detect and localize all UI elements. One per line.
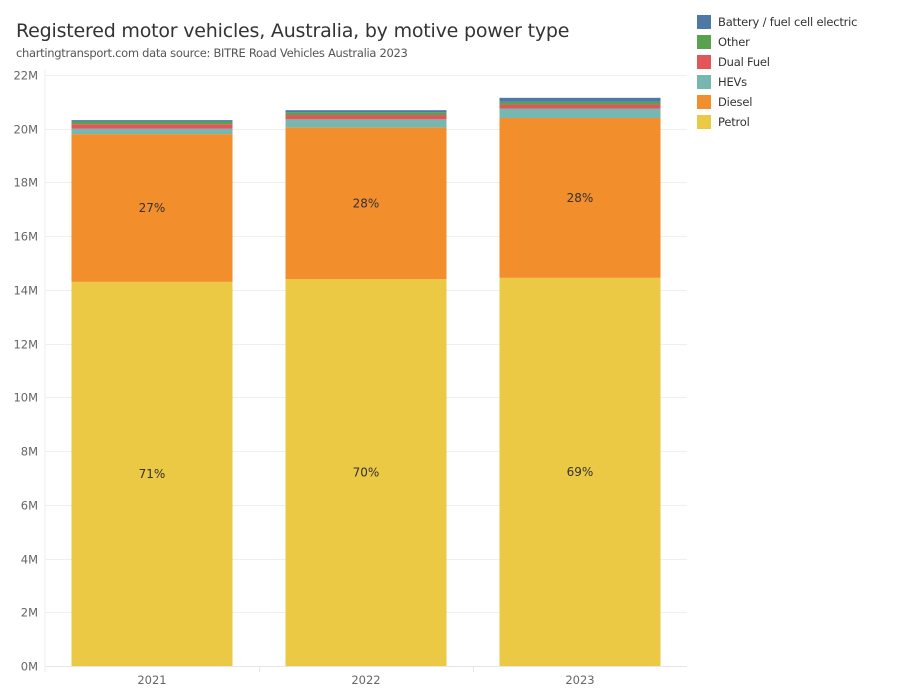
data-label: 28% xyxy=(353,196,380,210)
legend-item[interactable]: Dual Fuel xyxy=(697,52,857,72)
bar-segment-petrol[interactable] xyxy=(285,279,447,666)
y-tick-label: 10M xyxy=(13,391,38,405)
bar-segment-dual-fuel[interactable] xyxy=(71,124,233,129)
y-tick-label: 16M xyxy=(13,230,38,244)
data-label: 28% xyxy=(567,191,594,205)
legend-label: Petrol xyxy=(718,115,750,129)
bar-segment-other[interactable] xyxy=(499,101,661,105)
chart-title: Registered motor vehicles, Australia, by… xyxy=(16,20,570,42)
legend-item[interactable]: Battery / fuel cell electric xyxy=(697,12,857,32)
legend-swatch xyxy=(697,95,711,109)
y-tick-label: 12M xyxy=(13,338,38,352)
legend-item[interactable]: HEVs xyxy=(697,72,857,92)
legend-label: Dual Fuel xyxy=(718,55,770,69)
y-tick-label: 18M xyxy=(13,176,38,190)
bar-segment-other[interactable] xyxy=(71,121,233,125)
bars: 71% 27% 70% 28% 69% 28% xyxy=(71,97,661,666)
legend-item[interactable]: Petrol xyxy=(697,112,857,132)
bar-segment-diesel[interactable] xyxy=(71,134,233,282)
bar-segment-battery-fuel-cell-electric[interactable] xyxy=(285,110,447,113)
legend-label: Battery / fuel cell electric xyxy=(718,15,858,29)
data-label: 71% xyxy=(139,467,166,481)
data-label: 27% xyxy=(139,201,166,215)
y-tick-label: 14M xyxy=(13,284,38,298)
legend-swatch xyxy=(697,75,711,89)
bar-segment-diesel[interactable] xyxy=(285,127,447,280)
legend-label: HEVs xyxy=(718,75,747,89)
y-tick-label: 4M xyxy=(21,553,38,567)
legend-item[interactable]: Other xyxy=(697,32,857,52)
bar-segment-dual-fuel[interactable] xyxy=(285,115,447,120)
x-tick-label: 2023 xyxy=(565,673,594,687)
bar-segment-battery-fuel-cell-electric[interactable] xyxy=(499,97,661,102)
bar-segment-diesel[interactable] xyxy=(499,117,661,278)
y-tick-label: 6M xyxy=(21,499,38,513)
legend-item[interactable]: Diesel xyxy=(697,92,857,112)
data-label: 70% xyxy=(353,466,380,480)
legend: Battery / fuel cell electric Other Dual Fu… xyxy=(697,12,857,132)
y-tick-label: 22M xyxy=(13,69,38,83)
bar-segment-battery-fuel-cell-electric[interactable] xyxy=(71,120,233,122)
legend-swatch xyxy=(697,115,711,129)
bar-segment-dual-fuel[interactable] xyxy=(499,104,661,109)
legend-label: Diesel xyxy=(718,95,753,109)
y-tick-label: 0M xyxy=(21,660,38,674)
y-tick-label: 8M xyxy=(21,445,38,459)
legend-swatch xyxy=(697,55,711,69)
bar-segment-petrol[interactable] xyxy=(71,281,233,666)
legend-swatch xyxy=(697,35,711,49)
bar-segment-hevs[interactable] xyxy=(499,108,661,118)
bar-segment-petrol[interactable] xyxy=(499,277,661,666)
data-label: 69% xyxy=(567,465,594,479)
chart-subtitle: chartingtransport.com data source: BITRE… xyxy=(16,46,408,60)
y-tick-label: 2M xyxy=(21,606,38,620)
y-axis: 0M 2M 4M 6M 8M 10M 12M 14M 16M 18M 20M 22M xyxy=(13,69,38,674)
x-axis: 2021 2022 2023 xyxy=(45,666,687,687)
bar-segment-hevs[interactable] xyxy=(285,119,447,128)
legend-swatch xyxy=(697,15,711,29)
legend-label: Other xyxy=(718,35,750,49)
bar-segment-other[interactable] xyxy=(285,112,447,116)
y-tick-label: 20M xyxy=(13,123,38,137)
x-tick-label: 2021 xyxy=(137,673,166,687)
x-tick-label: 2022 xyxy=(351,673,380,687)
bar-segment-hevs[interactable] xyxy=(71,128,233,135)
